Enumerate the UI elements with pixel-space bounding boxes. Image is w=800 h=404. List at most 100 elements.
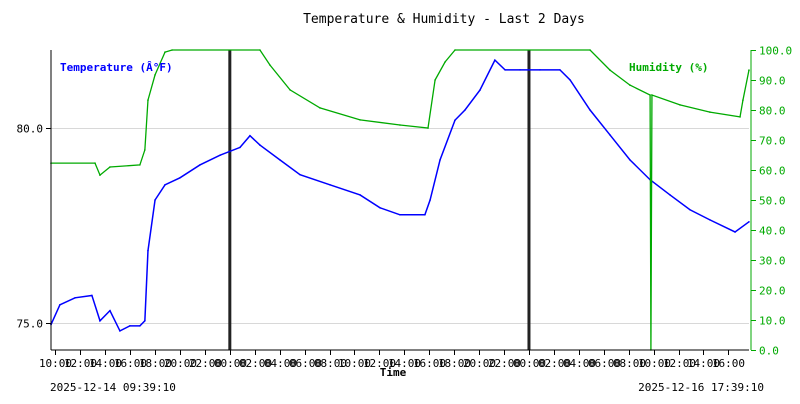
- temperature-point: [119, 330, 121, 332]
- x-tick-label: 14:00: [687, 357, 720, 370]
- x-tick-label: 06:00: [289, 357, 322, 370]
- temperature-point: [748, 221, 750, 223]
- humidity-point: [709, 111, 711, 113]
- humidity-point: [739, 116, 741, 118]
- x-tick-label: 18:00: [139, 357, 172, 370]
- end-time-label: 2025-12-16 17:39:10: [638, 381, 764, 394]
- humidity-point: [171, 49, 173, 51]
- humidity-point: [144, 149, 146, 151]
- x-tick-label: 18:00: [438, 357, 471, 370]
- humidity-legend-label: Humidity (%): [629, 61, 708, 74]
- x-tick-label: 14:00: [388, 357, 421, 370]
- temperature-point: [494, 59, 496, 61]
- right-tick-label: 0.0: [759, 345, 779, 358]
- temperature-legend-label: Temperature (Â°F): [60, 61, 173, 74]
- humidity-point: [259, 49, 261, 51]
- temperature-point: [147, 249, 149, 252]
- x-tick-label: 02:00: [538, 357, 571, 370]
- temperature-point: [609, 134, 611, 136]
- humidity-point: [629, 84, 631, 86]
- humidity-point: [147, 99, 149, 101]
- humidity-point: [319, 107, 321, 109]
- temperature-point: [669, 194, 671, 196]
- humidity-point: [269, 64, 271, 66]
- humidity-point: [154, 74, 156, 76]
- temperature-point: [249, 134, 251, 137]
- temperature-point: [479, 89, 481, 91]
- temperature-point: [454, 119, 456, 121]
- x-tick-label: 12:00: [663, 357, 696, 370]
- temperature-point: [279, 159, 281, 161]
- humidity-point: [164, 51, 166, 53]
- temperature-point: [219, 154, 221, 156]
- humidity-point: [609, 69, 611, 71]
- x-tick-label: 02:00: [239, 357, 272, 370]
- x-tick-label: 00:00: [513, 357, 546, 370]
- humidity-point: [444, 61, 446, 63]
- right-tick-label: 100.0: [759, 45, 792, 58]
- temperature-point: [109, 309, 111, 312]
- temperature-point: [359, 194, 361, 196]
- x-tick-label: 20:00: [463, 357, 496, 370]
- right-tick-label: 90.0: [759, 75, 786, 88]
- humidity-point: [427, 127, 429, 129]
- temperature-point: [439, 159, 441, 161]
- humidity-point: [109, 166, 111, 168]
- x-tick-label: 04:00: [563, 357, 596, 370]
- temperature-point: [504, 69, 506, 71]
- temperature-point: [129, 325, 131, 327]
- left-tick-label: 75.0: [17, 318, 44, 331]
- humidity-point: [289, 89, 291, 91]
- temperature-point: [519, 69, 521, 71]
- x-tick-label: 10:00: [39, 357, 72, 370]
- temperature-point: [59, 304, 61, 306]
- temperature-point: [379, 206, 381, 209]
- temperature-line: [50, 58, 750, 332]
- humidity-point: [454, 49, 456, 51]
- humidity-point: [589, 49, 591, 51]
- temperature-point: [144, 319, 146, 322]
- right-tick-label: 30.0: [759, 255, 786, 268]
- x-tick-label: 16:00: [712, 357, 745, 370]
- right-tick-label: 20.0: [759, 285, 786, 298]
- temperature-point: [559, 69, 561, 71]
- humidity-point: [434, 79, 436, 81]
- right-tick-label: 80.0: [759, 105, 786, 118]
- x-tick-label: 08:00: [613, 357, 646, 370]
- temperature-point: [399, 214, 401, 216]
- x-tick-label: 12:00: [363, 357, 396, 370]
- humidity-point: [651, 94, 653, 96]
- temperature-point: [429, 199, 431, 201]
- temperature-point: [299, 173, 301, 176]
- right-tick-label: 40.0: [759, 225, 786, 238]
- temperature-point: [259, 144, 261, 146]
- x-tick-label: 10:00: [638, 357, 671, 370]
- temperature-point: [139, 325, 141, 327]
- start-time-label: 2025-12-14 09:39:10: [50, 381, 176, 394]
- temperature-point: [539, 69, 541, 71]
- temperature-point: [329, 184, 331, 186]
- right-tick-label: 60.0: [759, 165, 786, 178]
- temperature-point: [179, 176, 181, 179]
- x-tick-label: 08:00: [314, 357, 347, 370]
- temperature-point: [569, 79, 571, 81]
- temperature-point: [464, 109, 466, 111]
- temperature-point: [91, 294, 93, 297]
- chart-title: Temperature & Humidity - Last 2 Days: [303, 12, 585, 27]
- humidity-point: [742, 99, 744, 101]
- humidity-point: [679, 104, 681, 106]
- x-tick-label: 10:00: [338, 357, 371, 370]
- humidity-point: [748, 69, 750, 71]
- x-axis-label: Time: [380, 366, 407, 379]
- temperature-point: [629, 159, 631, 161]
- temperature-point: [734, 231, 736, 233]
- x-tick-label: 16:00: [413, 357, 446, 370]
- humidity-point: [94, 162, 96, 164]
- temperature-point: [99, 319, 101, 322]
- temperature-point: [589, 109, 591, 111]
- x-tick-label: 00:00: [214, 357, 247, 370]
- right-tick-label: 10.0: [759, 315, 786, 328]
- x-tick-label: 14:00: [89, 357, 122, 370]
- temperature-point: [199, 164, 201, 166]
